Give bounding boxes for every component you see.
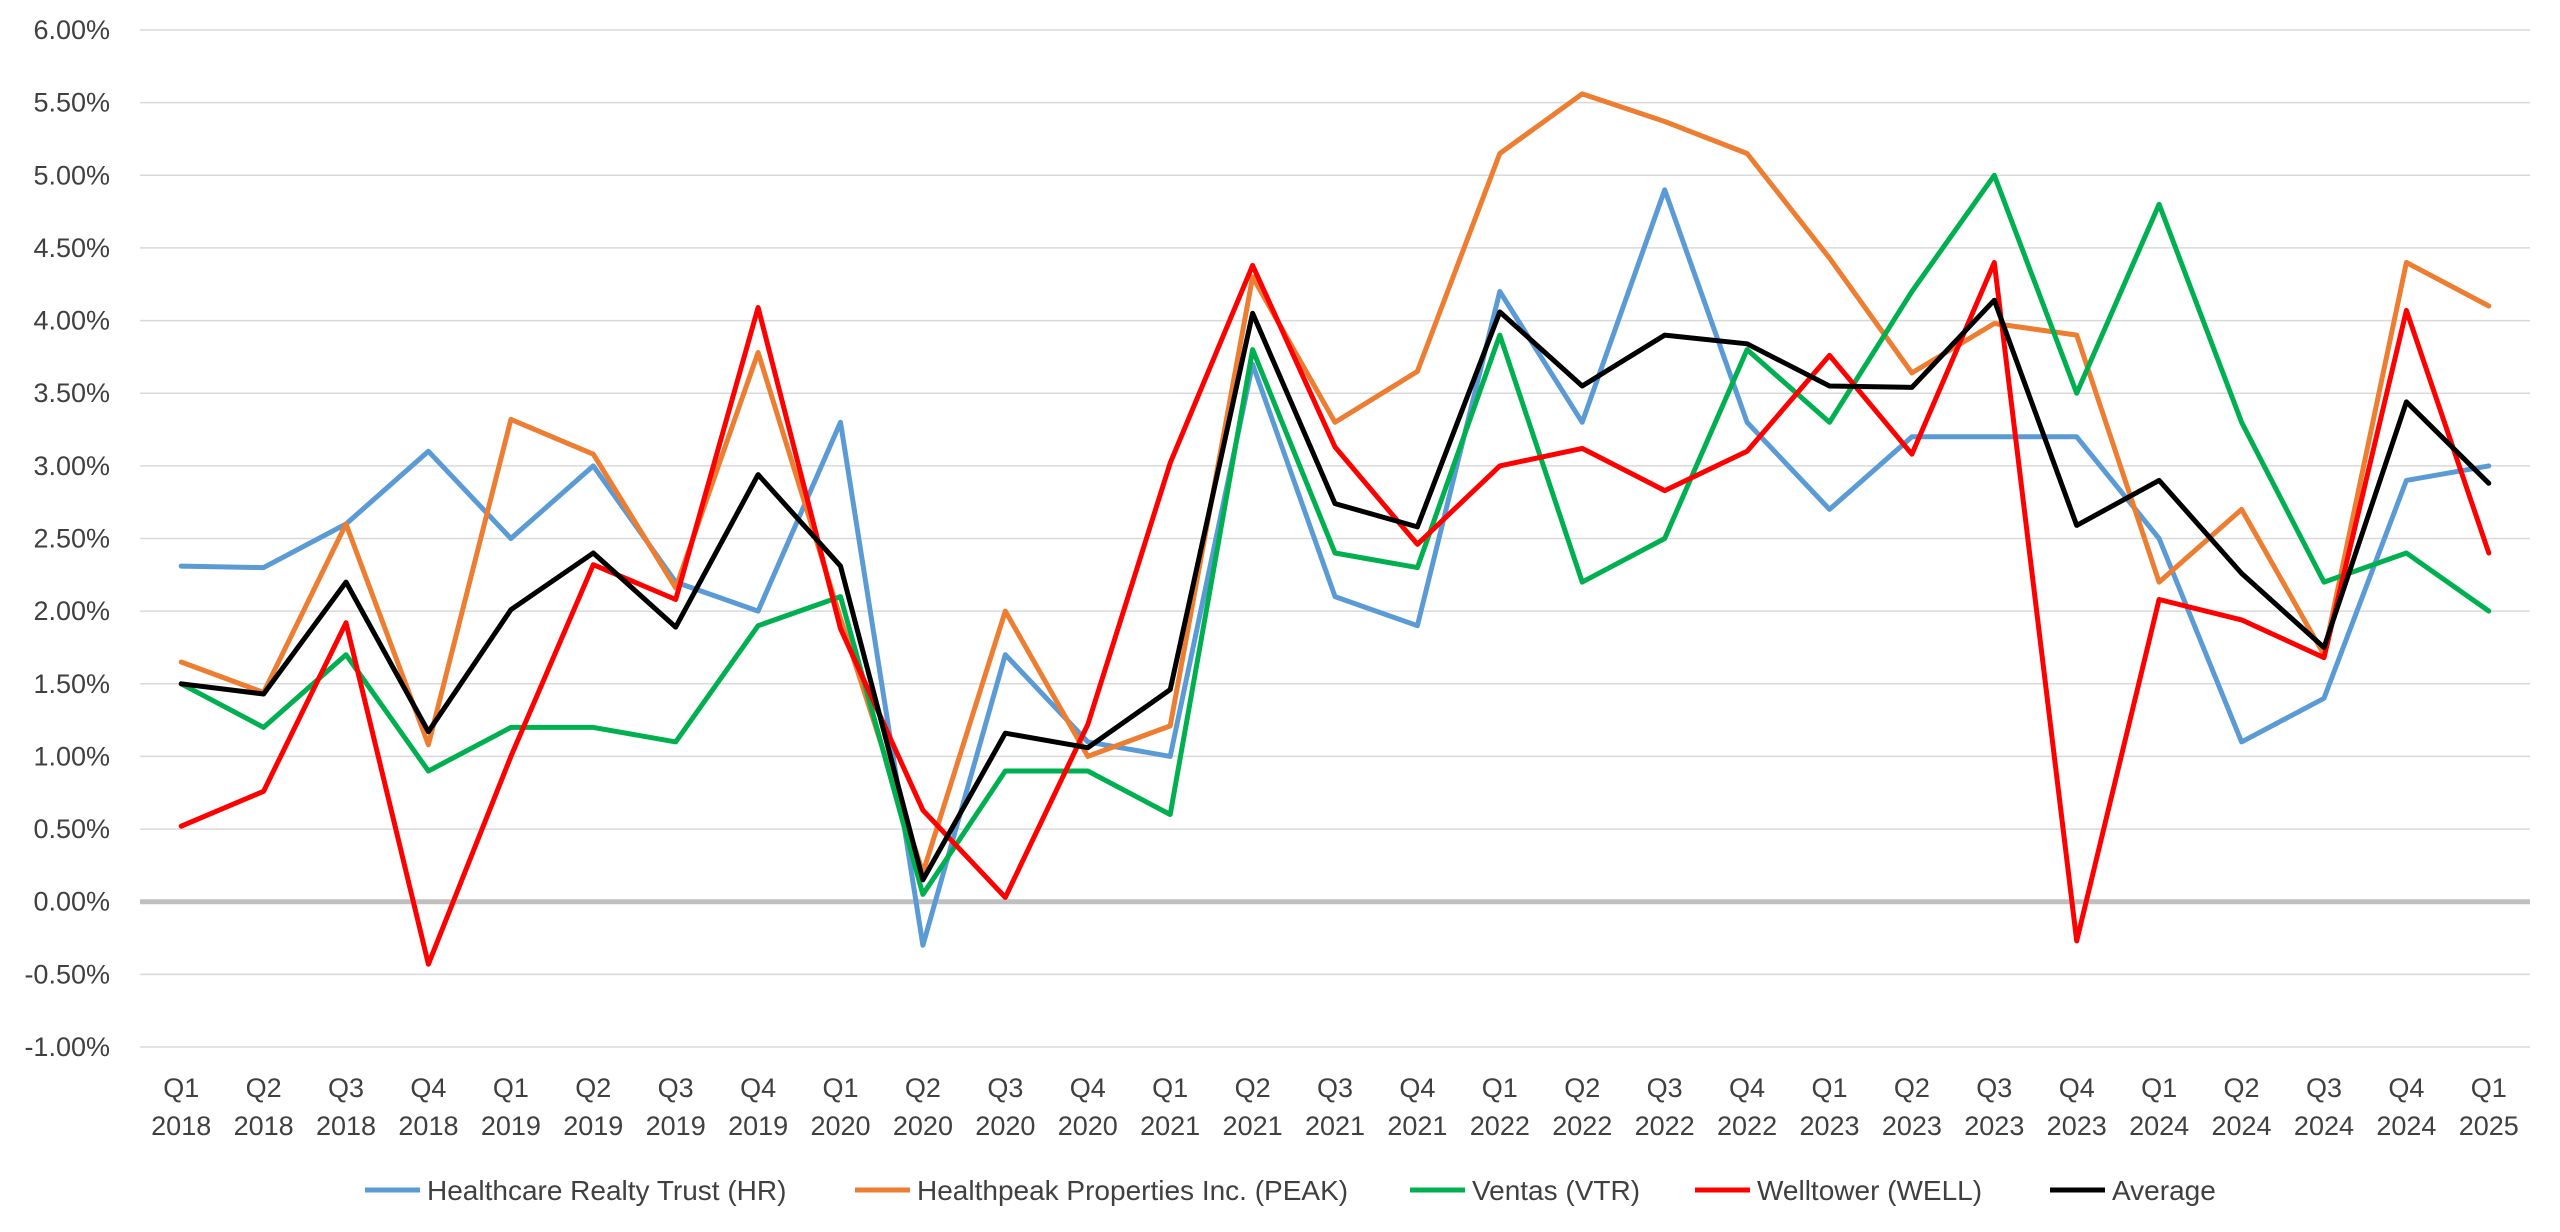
x-tick-label: Q1 2020 — [810, 1073, 870, 1141]
y-tick-label: -1.00% — [24, 1032, 110, 1062]
legend: Healthcare Realty Trust (HR) Healthpeak P… — [365, 1175, 2216, 1206]
x-tick-label: Q2 2018 — [234, 1073, 294, 1141]
series-line-3 — [178, 260, 2492, 967]
y-tick-label: 1.50% — [33, 669, 110, 699]
y-tick-label: 0.50% — [33, 814, 110, 844]
x-tick-label: Q3 2023 — [1964, 1073, 2024, 1141]
y-tick-label: 4.00% — [33, 306, 110, 336]
x-tick-label: Q4 2021 — [1387, 1073, 1447, 1141]
y-tick-label: 2.50% — [33, 524, 110, 554]
y-tick-label: -0.50% — [24, 959, 110, 989]
x-tick-label: Q1 2018 — [151, 1073, 211, 1141]
x-tick-label: Q4 2018 — [398, 1073, 458, 1141]
x-tick-label: Q2 2019 — [563, 1073, 623, 1141]
y-tick-label: 2.00% — [33, 596, 110, 626]
x-tick-label: Q1 2022 — [1470, 1073, 1530, 1141]
y-tick-label: 3.00% — [33, 451, 110, 481]
x-tick-label: Q2 2022 — [1552, 1073, 1612, 1141]
x-tick-label: Q3 2022 — [1635, 1073, 1695, 1141]
series-lines — [178, 91, 2492, 967]
x-tick-label: Q4 2024 — [2376, 1073, 2436, 1141]
legend-label: Ventas (VTR) — [1472, 1175, 1640, 1206]
y-tick-label: 3.50% — [33, 378, 110, 408]
y-tick-label: 5.50% — [33, 88, 110, 118]
x-tick-label: Q3 2021 — [1305, 1073, 1365, 1141]
legend-label: Healthcare Realty Trust (HR) — [427, 1175, 786, 1206]
x-tick-label: Q2 2020 — [893, 1073, 953, 1141]
legend-label: Average — [2112, 1175, 2216, 1206]
x-tick-label: Q1 2024 — [2129, 1073, 2189, 1141]
y-tick-label: 1.00% — [33, 741, 110, 771]
x-tick-label: Q3 2020 — [975, 1073, 1035, 1141]
x-tick-label: Q1 2023 — [1799, 1073, 1859, 1141]
series-line-1 — [178, 91, 2492, 876]
x-tick-label: Q1 2019 — [481, 1073, 541, 1141]
legend-label: Welltower (WELL) — [1757, 1175, 1982, 1206]
series-line-2 — [178, 172, 2492, 897]
x-tick-label: Q4 2019 — [728, 1073, 788, 1141]
y-tick-label: 4.50% — [33, 233, 110, 263]
x-tick-label: Q2 2021 — [1223, 1073, 1283, 1141]
series-line-0 — [178, 187, 2492, 948]
y-tick-label: 5.00% — [33, 160, 110, 190]
x-tick-label: Q1 2021 — [1140, 1073, 1200, 1141]
x-tick-label: Q4 2023 — [2047, 1073, 2107, 1141]
x-tick-label: Q4 2022 — [1717, 1073, 1777, 1141]
x-tick-label: Q1 2025 — [2459, 1073, 2519, 1141]
x-tick-label: Q3 2024 — [2294, 1073, 2354, 1141]
x-tick-label: Q4 2020 — [1058, 1073, 1118, 1141]
y-axis-tick-labels: -1.00% -0.50% 0.00% 0.50% 1.00% 1.50% 2.00% 2.5… — [24, 15, 110, 1062]
series-line-4 — [178, 297, 2492, 883]
y-tick-label: 6.00% — [33, 15, 110, 45]
legend-label: Healthpeak Properties Inc. (PEAK) — [917, 1175, 1348, 1206]
y-tick-label: 0.00% — [33, 887, 110, 917]
x-tick-label: Q3 2018 — [316, 1073, 376, 1141]
x-tick-label: Q3 2019 — [646, 1073, 706, 1141]
x-axis-tick-labels: Q1 2018 Q2 2018 Q3 2018 Q4 2018 Q1 2019 Q2 2019 Q3 20… — [151, 1073, 2519, 1141]
x-tick-label: Q2 2024 — [2212, 1073, 2272, 1141]
gridlines — [140, 29, 2530, 1048]
x-tick-label: Q2 2023 — [1882, 1073, 1942, 1141]
